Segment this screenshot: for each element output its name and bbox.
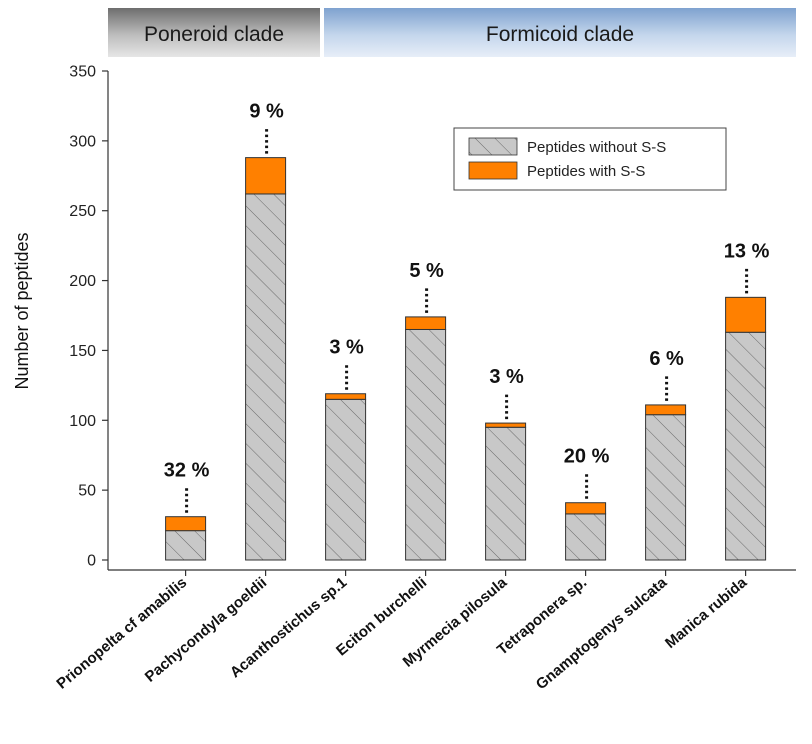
bar-with-ss xyxy=(645,404,687,416)
y-tick-label: 300 xyxy=(69,133,96,150)
category-label: Manica rubida xyxy=(662,574,751,652)
percent-label: 3 % xyxy=(489,366,524,388)
bar-with-ss xyxy=(405,316,447,330)
y-tick-label: 350 xyxy=(69,64,96,81)
percent-label: 9 % xyxy=(249,101,284,123)
bar-with-ss xyxy=(245,157,287,195)
bar-with-ss xyxy=(325,393,367,400)
legend-label-without-ss: Peptides without S-S xyxy=(527,139,666,156)
bar-with-ss xyxy=(565,502,607,515)
bar-without-ss xyxy=(725,331,767,561)
legend-box xyxy=(453,127,727,191)
bars xyxy=(165,157,767,561)
percent-label: 20 % xyxy=(564,446,610,468)
clade-bar-poneroid xyxy=(108,8,320,57)
clade-bar-formicoid xyxy=(324,8,796,57)
y-axis-title: Number of peptides xyxy=(12,232,32,389)
category-label: Prionopelta cf amabilis xyxy=(53,574,190,693)
y-tick-label: 100 xyxy=(69,413,96,430)
legend-swatch-with-ss xyxy=(468,161,518,180)
y-tick-label: 50 xyxy=(78,483,96,500)
legend-swatch-without-ss xyxy=(468,137,518,156)
percent-label: 5 % xyxy=(409,260,444,282)
bar-with-ss xyxy=(165,516,207,532)
bar-without-ss xyxy=(405,328,447,561)
percent-label: 32 % xyxy=(164,460,210,482)
y-tick-label: 200 xyxy=(69,273,96,290)
bar-without-ss xyxy=(165,530,207,561)
bar-without-ss xyxy=(485,426,527,561)
y-tick-label: 0 xyxy=(87,553,96,570)
bar-with-ss xyxy=(485,422,527,428)
percent-label: 6 % xyxy=(649,348,684,370)
clade-label-formicoid: Formicoid clade xyxy=(486,23,634,46)
bar-without-ss xyxy=(325,398,367,561)
bar-without-ss xyxy=(565,513,607,561)
percent-label: 13 % xyxy=(724,240,770,262)
clade-header: Poneroid clade Formicoid clade xyxy=(108,8,796,57)
bar-with-ss xyxy=(725,296,767,333)
legend-label-with-ss: Peptides with S-S xyxy=(527,163,645,180)
bar-without-ss xyxy=(645,414,687,561)
category-label: Gnamptogenys sulcata xyxy=(533,574,671,694)
clade-label-poneroid: Poneroid clade xyxy=(144,23,284,46)
y-tick-label: 150 xyxy=(69,343,96,360)
legend: Peptides without S-S Peptides with S-S xyxy=(453,127,727,191)
y-ticks: 0 50 100 150 200 250 300 350 xyxy=(69,64,108,570)
bar-without-ss xyxy=(245,193,287,561)
percent-label: 3 % xyxy=(329,337,364,359)
percent-annotations: 32 % 9 % 3 % 5 % 3 % 20 % 6 % 13 % xyxy=(164,101,770,513)
y-tick-label: 250 xyxy=(69,203,96,220)
